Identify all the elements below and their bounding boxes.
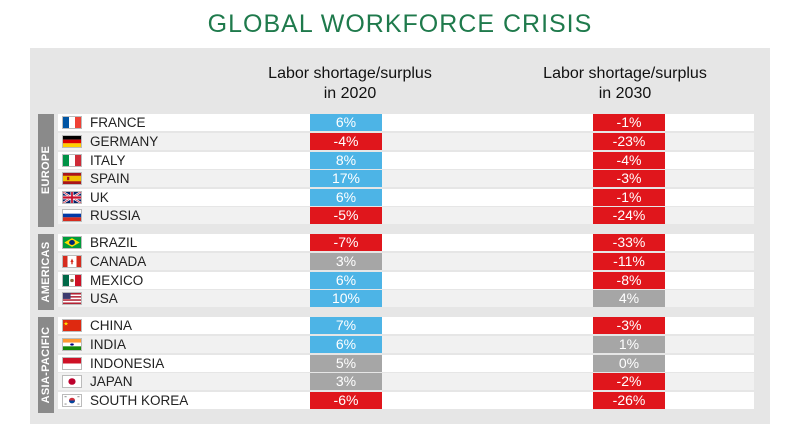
value-cell-2030: -1% xyxy=(593,114,665,132)
value-cell-2030: 1% xyxy=(593,335,665,353)
country-name: RUSSIA xyxy=(90,208,141,224)
india-flag-icon xyxy=(62,337,82,351)
table-row xyxy=(58,170,754,188)
country-name: SPAIN xyxy=(90,171,130,187)
south-korea-flag-icon xyxy=(62,393,82,407)
column-header-2020: Labor shortage/surplus in 2020 xyxy=(245,64,455,104)
region-label: ASIA-PACIFIC xyxy=(38,316,54,413)
country-name: UK xyxy=(90,189,109,205)
value-cell-2030: -4% xyxy=(593,151,665,169)
usa-flag-icon xyxy=(62,292,82,306)
table-row xyxy=(58,335,754,353)
spain-flag-icon xyxy=(62,172,82,186)
country-name: BRAZIL xyxy=(90,235,138,251)
column-header-2030: Labor shortage/surplus in 2030 xyxy=(520,64,730,104)
column-header-2030-line-1: Labor shortage/surplus xyxy=(543,65,707,82)
country-name: INDONESIA xyxy=(90,355,165,371)
value-cell-2020: 10% xyxy=(310,290,382,308)
country-name: INDIA xyxy=(90,336,127,352)
value-cell-2020: 6% xyxy=(310,271,382,289)
table-row xyxy=(58,391,754,409)
value-cell-2020: -6% xyxy=(310,391,382,409)
country-name: ITALY xyxy=(90,152,126,168)
value-cell-2030: -33% xyxy=(593,234,665,252)
country-name: CANADA xyxy=(90,253,147,269)
value-cell-2030: 4% xyxy=(593,290,665,308)
table-row xyxy=(58,188,754,206)
value-cell-2030: -2% xyxy=(593,373,665,391)
country-name: JAPAN xyxy=(90,374,133,390)
value-cell-2020: 17% xyxy=(310,170,382,188)
value-cell-2030: -3% xyxy=(593,317,665,335)
indonesia-flag-icon xyxy=(62,356,82,370)
region-label-text: EUROPE xyxy=(40,145,52,195)
uk-flag-icon xyxy=(62,190,82,204)
column-header-2020-line-2: in 2020 xyxy=(323,85,377,102)
value-cell-2020: 6% xyxy=(310,114,382,132)
country-name: SOUTH KOREA xyxy=(90,392,189,408)
value-cell-2030: -3% xyxy=(593,170,665,188)
country-name: FRANCE xyxy=(90,115,146,131)
japan-flag-icon xyxy=(62,375,82,389)
table-row xyxy=(58,317,754,335)
table-row xyxy=(58,290,754,308)
germany-flag-icon xyxy=(62,134,82,148)
value-cell-2030: 0% xyxy=(593,354,665,372)
value-cell-2030: -8% xyxy=(593,271,665,289)
china-flag-icon xyxy=(62,319,82,333)
country-name: CHINA xyxy=(90,318,133,334)
italy-flag-icon xyxy=(62,153,82,167)
region-label-text: AMERICAS xyxy=(40,240,52,303)
france-flag-icon xyxy=(62,116,82,130)
value-cell-2030: -11% xyxy=(593,252,665,270)
country-name: MEXICO xyxy=(90,272,144,288)
russia-flag-icon xyxy=(62,209,82,223)
region-label: EUROPE xyxy=(38,113,54,227)
value-cell-2020: -4% xyxy=(310,132,382,150)
country-name: USA xyxy=(90,291,118,307)
table-row xyxy=(58,114,754,132)
table-row xyxy=(58,234,754,252)
value-cell-2020: 3% xyxy=(310,252,382,270)
table-row xyxy=(58,354,754,372)
value-cell-2020: -5% xyxy=(310,207,382,225)
value-cell-2020: 5% xyxy=(310,354,382,372)
value-cell-2020: 3% xyxy=(310,373,382,391)
value-cell-2020: 6% xyxy=(310,188,382,206)
table-row xyxy=(58,252,754,270)
brazil-flag-icon xyxy=(62,236,82,250)
canada-flag-icon xyxy=(62,254,82,268)
page-title: GLOBAL WORKFORCE CRISIS xyxy=(207,10,593,38)
table-row xyxy=(58,207,754,225)
table-row xyxy=(58,373,754,391)
value-cell-2030: -23% xyxy=(593,132,665,150)
region-label-text: ASIA-PACIFIC xyxy=(40,326,52,403)
table-row xyxy=(58,151,754,169)
value-cell-2020: 6% xyxy=(310,335,382,353)
value-cell-2030: -24% xyxy=(593,207,665,225)
value-cell-2020: 7% xyxy=(310,317,382,335)
column-header-2020-line-1: Labor shortage/surplus xyxy=(268,65,432,82)
mexico-flag-icon xyxy=(62,273,82,287)
region-label: AMERICAS xyxy=(38,233,54,310)
column-header-2030-line-2: in 2030 xyxy=(598,85,652,102)
table-row xyxy=(58,271,754,289)
table-row xyxy=(58,132,754,150)
value-cell-2030: -1% xyxy=(593,188,665,206)
value-cell-2020: -7% xyxy=(310,234,382,252)
value-cell-2020: 8% xyxy=(310,151,382,169)
value-cell-2030: -26% xyxy=(593,391,665,409)
country-name: GERMANY xyxy=(90,133,159,149)
